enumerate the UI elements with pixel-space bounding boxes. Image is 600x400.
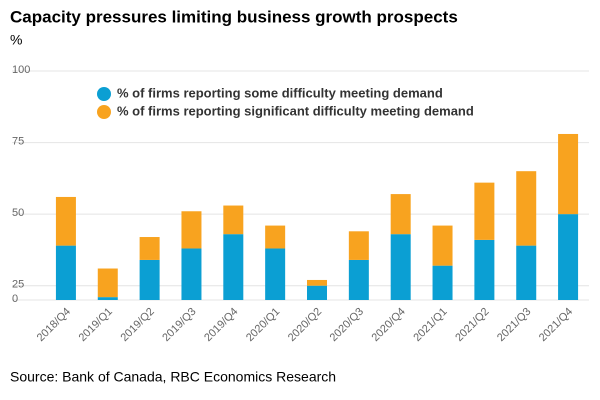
- bar-segment: [181, 211, 202, 249]
- chart-title: Capacity pressures limiting business gro…: [10, 7, 458, 26]
- x-tick-label: 2018/Q4: [35, 306, 73, 344]
- x-tick-label: 2021/Q4: [537, 306, 575, 344]
- bar-segment: [390, 194, 411, 235]
- y-axis-label: %: [10, 32, 22, 48]
- bar-segment: [348, 231, 369, 260]
- bar-segment: [474, 182, 495, 240]
- bar-segment: [432, 265, 453, 300]
- bar-segment: [55, 196, 76, 246]
- bar-segment: [516, 245, 537, 300]
- y-tick-label: 100: [12, 64, 30, 76]
- x-tick-label: 2021/Q2: [453, 306, 491, 344]
- bar-segment: [432, 225, 453, 266]
- y-tick-label: 25: [12, 279, 24, 291]
- bar-segment: [516, 171, 537, 246]
- bar-segment: [558, 133, 579, 215]
- bar-segment: [474, 239, 495, 300]
- bar-segment: [97, 268, 118, 298]
- source: Source: Bank of Canada, RBC Economics Re…: [10, 369, 336, 385]
- bar-segment: [390, 234, 411, 300]
- y-tick-label: 0: [12, 293, 18, 305]
- bar-segment: [223, 205, 244, 235]
- x-tick-label: 2020/Q4: [370, 306, 408, 344]
- bar-segment: [139, 259, 160, 300]
- x-tick-label: 2019/Q1: [77, 306, 115, 344]
- legend-marker: [97, 105, 111, 119]
- x-tick-label: 2019/Q4: [202, 306, 240, 344]
- bar-segment: [307, 279, 327, 286]
- x-tick-label: 2019/Q3: [160, 306, 198, 344]
- y-tick-label: 75: [12, 135, 24, 147]
- legend-label: % of firms reporting some difficulty mee…: [117, 85, 443, 100]
- y-tick-label: 50: [12, 207, 24, 219]
- x-tick-label: 2021/Q1: [411, 306, 449, 344]
- legend-marker: [97, 87, 111, 101]
- x-tick-label: 2020/Q2: [286, 306, 324, 344]
- bar-segment: [558, 214, 579, 300]
- bar-segment: [97, 297, 118, 300]
- bar-segment: [265, 225, 286, 249]
- bar-segment: [55, 245, 76, 300]
- x-tick-label: 2020/Q3: [328, 306, 366, 344]
- bar-segment: [223, 234, 244, 300]
- legend-label: % of firms reporting significant difficu…: [117, 103, 474, 118]
- x-tick-label: 2021/Q3: [495, 306, 533, 344]
- bar-segment: [265, 248, 286, 300]
- bar-segment: [181, 248, 202, 300]
- x-tick-label: 2020/Q1: [244, 306, 282, 344]
- bar-segment: [348, 259, 369, 300]
- bar-segment: [139, 237, 160, 260]
- x-tick-label: 2019/Q2: [118, 306, 156, 344]
- bar-segment: [307, 285, 327, 300]
